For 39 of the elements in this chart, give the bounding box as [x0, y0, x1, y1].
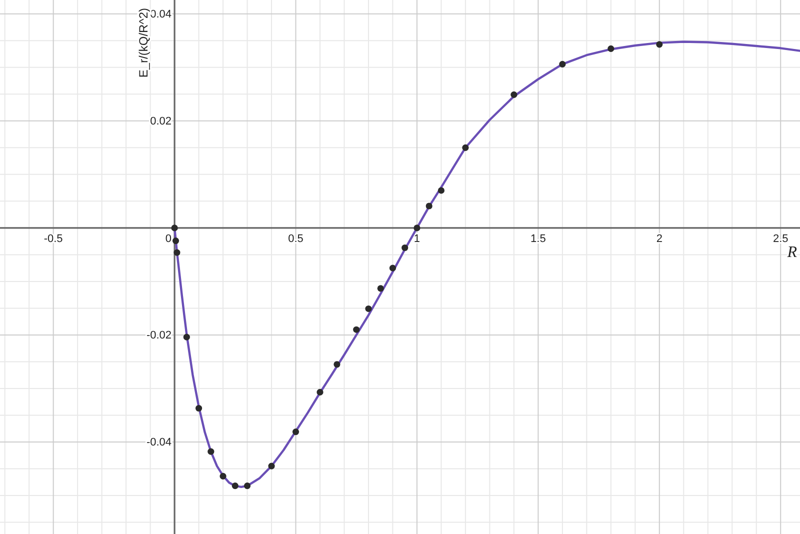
point — [292, 428, 300, 436]
x-tick-label: 0.5 — [288, 232, 304, 245]
point — [174, 249, 180, 256]
x-tick-label: 0 — [165, 232, 172, 245]
point — [656, 41, 663, 48]
point — [208, 448, 214, 455]
point — [220, 472, 226, 480]
point — [268, 462, 275, 470]
x-tick-label: 1 — [414, 232, 420, 245]
x-axis-title: R — [786, 244, 798, 261]
point — [196, 404, 202, 412]
point — [244, 482, 251, 490]
point — [183, 334, 190, 340]
point — [365, 305, 372, 312]
point — [377, 285, 384, 292]
y-tick-label: -0.04 — [146, 436, 172, 448]
point — [232, 482, 238, 490]
point — [462, 144, 469, 151]
point — [316, 388, 324, 396]
point — [414, 224, 420, 232]
point — [608, 45, 614, 52]
x-tick-label: 2.5 — [772, 232, 788, 245]
point — [402, 244, 408, 252]
x-tick-label: 1.5 — [530, 232, 546, 245]
point — [510, 91, 518, 98]
y-tick-label: 0.04 — [150, 8, 172, 20]
y-tick-label: -0.02 — [146, 329, 172, 342]
point — [334, 361, 340, 368]
point — [172, 238, 180, 244]
y-tick-label: 0.02 — [150, 115, 172, 128]
x-tick-label: -0.5 — [44, 232, 63, 245]
x-tick-label: 2 — [656, 232, 662, 245]
point — [353, 326, 360, 333]
point — [426, 202, 432, 210]
point — [438, 187, 444, 194]
point — [171, 224, 178, 232]
point — [559, 60, 566, 68]
y-axis-title: E_r/(kQ/R^2) — [136, 8, 151, 78]
point — [389, 264, 396, 272]
